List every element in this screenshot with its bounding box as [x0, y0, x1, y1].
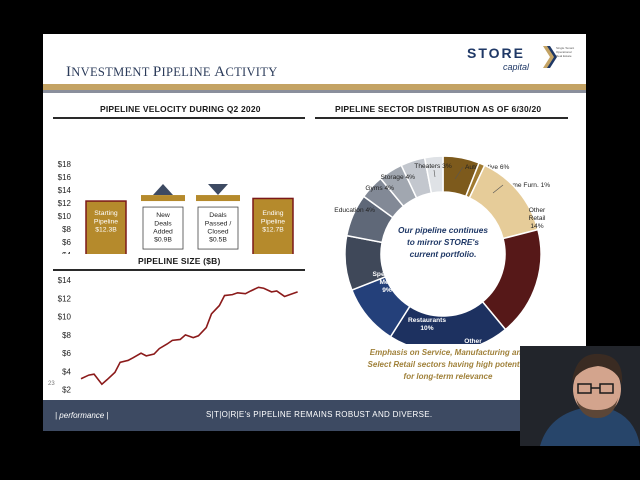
header-band-shadow: [43, 90, 586, 93]
donut-slice-label: Theaters 3%: [414, 163, 452, 170]
logo-name: STORE: [467, 45, 525, 61]
velocity-data-label: Starting Pipeline $12.3B: [94, 210, 118, 233]
velocity-tick-label: $16: [58, 173, 72, 182]
size-y-tick-label: $4: [62, 367, 71, 376]
logo-tagline: Single Tenant Operational Real Estate: [556, 46, 575, 58]
pipeline-size-line: [80, 286, 298, 386]
footer-performance: | performance |: [55, 411, 109, 420]
velocity-data-label: Ending Pipeline $12.7B: [261, 210, 285, 233]
size-y-tick-label: $8: [62, 331, 71, 340]
arrow-up-icon: [153, 184, 173, 196]
donut-slice-theaters: [423, 155, 444, 194]
donut-slice-label: Gyms 4%: [365, 185, 394, 192]
header-band: [43, 84, 586, 90]
velocity-data-label: Deals Passed / Closed $0.5B: [205, 212, 232, 244]
page-number: 23: [48, 381, 55, 387]
bar-starting-pipeline: [85, 200, 127, 254]
donut-center-text: Our pipeline continues to mirror STORE's…: [398, 225, 488, 259]
slide-footer: | performance | S|T|O|R|E's PIPELINE REM…: [43, 400, 586, 431]
bar-deals-passed-cap: [196, 195, 240, 202]
velocity-tick-label: $8: [62, 225, 71, 234]
emphasis-text: Emphasis on Service, Manufacturing and S…: [367, 348, 529, 381]
sector-rule: [315, 117, 568, 119]
bar-deals-passed: [197, 206, 239, 250]
size-rule: [53, 269, 305, 271]
donut-slice-label: Education 4%: [334, 207, 375, 214]
sector-title: PIPELINE SECTOR DISTRIBUTION AS OF 6/30/…: [335, 104, 542, 114]
size-y-tick-label: $2: [62, 386, 71, 395]
store-capital-logo: STORE capital Single Tenant Operational …: [467, 44, 579, 74]
size-y-tick-label: $6: [62, 349, 71, 358]
velocity-data-label: New Deals Added $0.9B: [153, 212, 173, 244]
arrow-down-icon: [208, 184, 228, 196]
velocity-tick-label: $10: [58, 212, 72, 221]
size-title: PIPELINE SIZE ($B): [138, 256, 221, 266]
donut-slice-label: OtherService20%: [461, 338, 485, 344]
size-y-tick-label: $14: [58, 276, 72, 285]
velocity-title: PIPELINE VELOCITY DURING Q2 2020: [100, 104, 261, 114]
leader-line: [433, 169, 436, 178]
velocity-tick-label: $6: [62, 238, 71, 247]
leader-line: [492, 184, 504, 194]
donut-slice-label: Other Retail 14%: [529, 207, 546, 230]
size-chart: $14$12$10$8$6$4$2$0201220132014201520162…: [58, 276, 298, 395]
donut-slice-label: Specialty Med. 9%: [373, 271, 402, 294]
footer-message: S|T|O|R|E's PIPELINE REMAINS ROBUST AND …: [206, 410, 433, 419]
donut-slice-label: Storage 4%: [381, 174, 416, 181]
donut-slice-label: Restaurants 10%: [408, 317, 446, 332]
logo-sub: capital: [503, 62, 530, 72]
velocity-tick-label: $14: [58, 186, 72, 195]
size-y-tick-label: $10: [58, 313, 72, 322]
donut-slice-label: Ent. 7%: [387, 240, 400, 255]
sector-donut-chart: Automotive 6%Home Furn. 1%OtherRetail14%…: [334, 155, 551, 344]
velocity-tick-label: $4: [62, 251, 71, 254]
presenter-image: [520, 346, 640, 446]
slide-title: INVESTMENT PIPELINE ACTIVITY: [66, 64, 278, 80]
presentation-slide: INVESTMENT PIPELINE ACTIVITY STORE capit…: [43, 34, 586, 431]
velocity-chart: $18$16$14$12$10$8$6$4$2$0StartingPipelin…: [58, 160, 294, 254]
bar-ending-pipeline: [252, 197, 294, 254]
bar-new-deals-cap: [141, 195, 185, 202]
velocity-tick-label: $12: [58, 199, 72, 208]
bar-new-deals: [142, 206, 184, 250]
size-y-tick-label: $12: [58, 294, 72, 303]
velocity-rule: [53, 117, 305, 119]
donut-slice-label: Home Furn. 1%: [504, 182, 550, 189]
logo-mark-icon: [543, 46, 557, 68]
velocity-tick-label: $18: [58, 160, 72, 169]
donut-slice-label: Mfg. 18%: [537, 288, 551, 303]
leader-line: [454, 166, 464, 180]
presenter-webcam: [520, 346, 640, 446]
